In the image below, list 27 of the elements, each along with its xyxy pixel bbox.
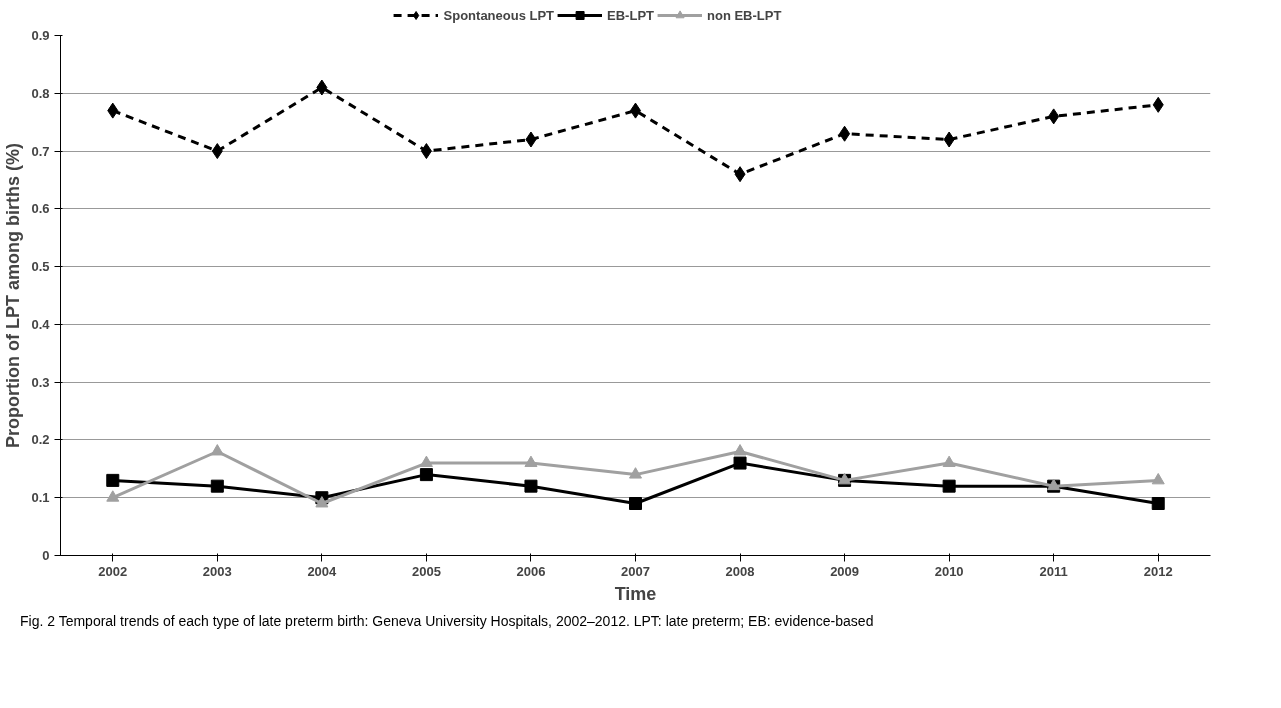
y-tick-label: 0.5 <box>31 259 50 275</box>
x-tick-label: 2008 <box>725 563 755 579</box>
x-tick-label: 2007 <box>621 563 650 579</box>
y-tick-label: 0.3 <box>31 374 50 390</box>
x-tick-label: 2009 <box>830 563 860 579</box>
y-tick-label: 0.6 <box>31 201 50 217</box>
y-tick-label: 0.9 <box>31 28 50 43</box>
legend-label: EB-LPT <box>607 7 655 23</box>
x-tick-label: 2002 <box>98 563 128 579</box>
y-tick-label: 0.2 <box>31 432 50 448</box>
x-tick-label: 2004 <box>307 563 338 579</box>
x-tick-label: 2010 <box>934 563 964 579</box>
y-tick-label: 0 <box>42 548 50 563</box>
y-tick-label: 0.8 <box>31 85 50 101</box>
x-axis-title: Time <box>614 583 657 604</box>
x-tick-label: 2006 <box>516 563 546 579</box>
x-tick-label: 2003 <box>202 563 232 579</box>
legend-label: non EB-LPT <box>707 7 782 23</box>
y-tick-label: 0.4 <box>31 316 51 332</box>
legend-label: Spontaneous LPT <box>443 7 555 23</box>
y-tick-label: 0.7 <box>31 143 50 159</box>
x-tick-label: 2012 <box>1143 563 1173 579</box>
caption: Fig. 2 Temporal trends of each type of late preterm birth: Geneva University Hospitals, 2002–2012. LPT: late preterm; EB: evidence-based <box>20 612 874 631</box>
y-tick-label: 0.1 <box>31 490 50 506</box>
x-tick-label: 2011 <box>1039 563 1068 579</box>
x-tick-label: 2005 <box>411 563 441 579</box>
y-axis-title: Proportion of LPT among births (%) <box>3 143 24 448</box>
